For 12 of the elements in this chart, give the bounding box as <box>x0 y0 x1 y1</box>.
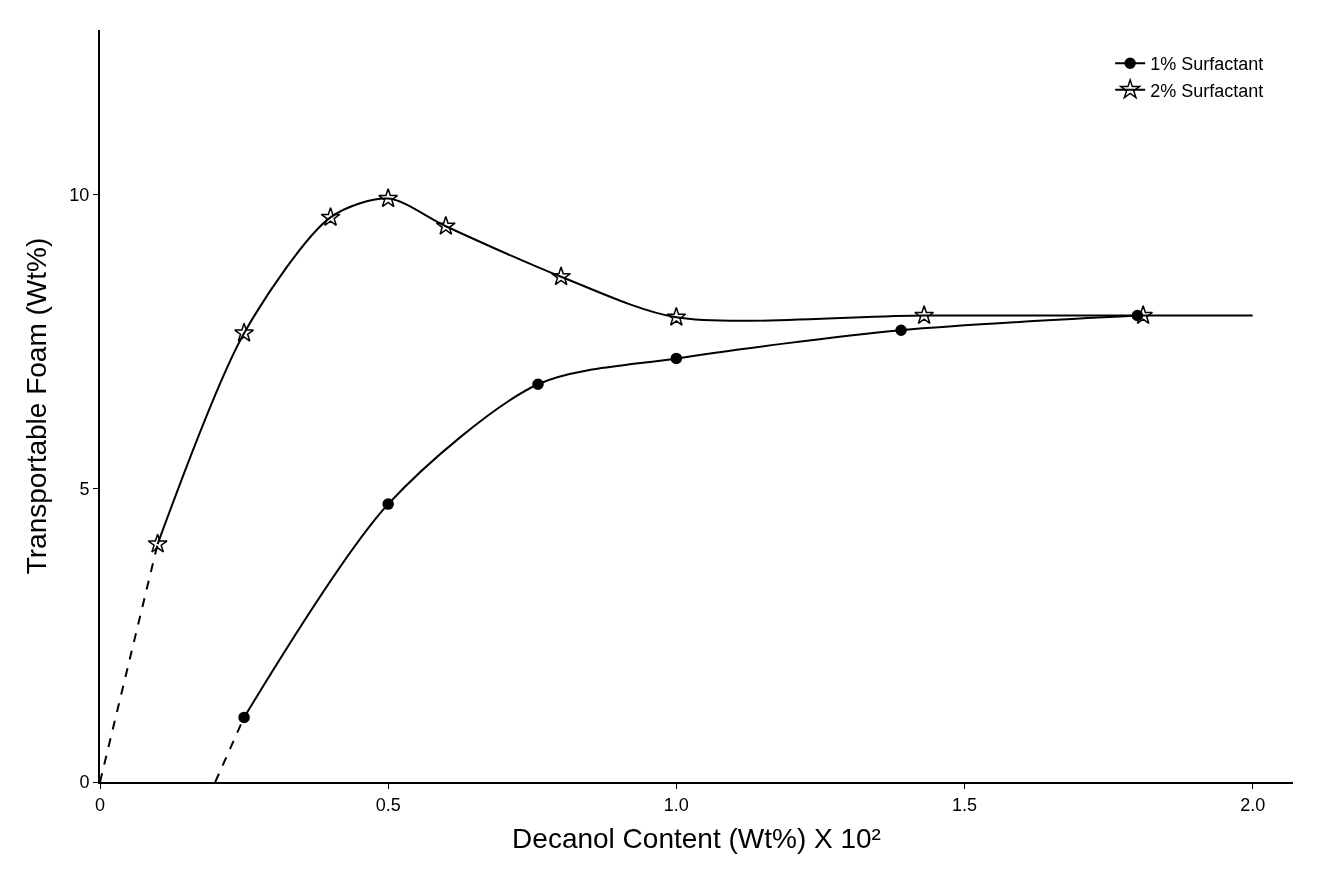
legend-label: 2% Surfactant <box>1150 80 1264 101</box>
x-tick-label: 1.0 <box>663 794 689 815</box>
y-tick-label: 10 <box>69 184 90 205</box>
x-tick-label: 1.5 <box>951 794 978 815</box>
x-tick-label: 2.0 <box>1240 794 1266 815</box>
y-axis-title: Transportable Foam (Wt%) <box>20 237 52 575</box>
x-tick-label: 0 <box>94 794 106 815</box>
x-axis-title: Decanol Content (Wt%) X 10² <box>512 823 881 855</box>
y-tick-label: 5 <box>79 478 90 499</box>
legend-label: 1% Surfactant <box>1150 54 1264 75</box>
x-tick-label: 0.5 <box>375 794 401 815</box>
y-tick-label: 0 <box>79 772 90 793</box>
